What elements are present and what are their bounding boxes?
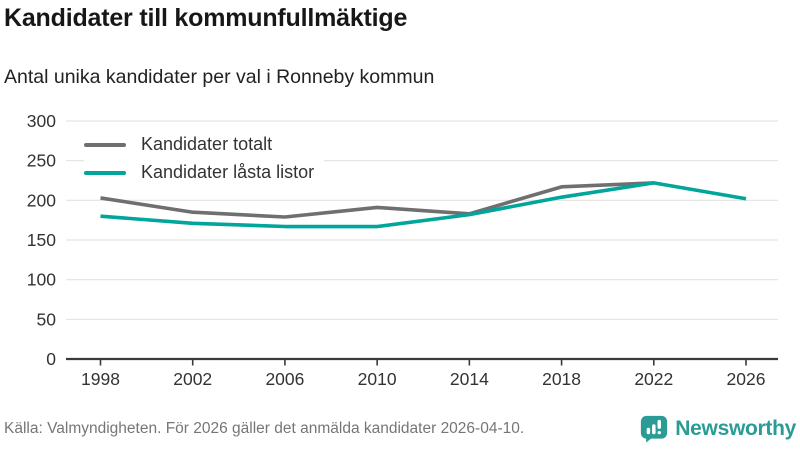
svg-text:1998: 1998 — [81, 369, 120, 389]
svg-text:2010: 2010 — [358, 369, 397, 389]
svg-text:2026: 2026 — [727, 369, 766, 389]
svg-text:2018: 2018 — [542, 369, 581, 389]
newsworthy-logo[interactable]: Newsworthy — [640, 415, 796, 443]
newsworthy-logo-icon — [641, 415, 668, 443]
svg-text:50: 50 — [37, 309, 57, 329]
legend-label: Kandidater totalt — [141, 134, 273, 154]
svg-text:2022: 2022 — [634, 369, 673, 389]
svg-text:300: 300 — [27, 111, 56, 131]
legend-label: Kandidater låsta listor — [141, 162, 315, 182]
chart-footer: Källa: Valmyndigheten. För 2026 gäller d… — [0, 414, 800, 450]
chart-legend: Kandidater totalt Kandidater låsta listo… — [84, 132, 325, 187]
source-note: Källa: Valmyndigheten. För 2026 gäller d… — [4, 420, 525, 437]
svg-text:2002: 2002 — [173, 369, 212, 389]
legend-item-totalt: Kandidater totalt — [84, 134, 314, 155]
svg-text:2014: 2014 — [450, 369, 489, 389]
legend-item-lasta-listor: Kandidater låsta listor — [84, 162, 314, 183]
svg-text:150: 150 — [27, 230, 56, 250]
chart-subtitle: Antal unika kandidater per val i Ronneby… — [4, 66, 435, 88]
svg-text:100: 100 — [27, 270, 56, 290]
legend-swatch-gray — [84, 142, 126, 147]
svg-text:200: 200 — [27, 190, 56, 210]
svg-text:0: 0 — [46, 349, 56, 369]
legend-swatch-teal — [84, 170, 126, 175]
page-title: Kandidater till kommunfullmäktige — [4, 4, 408, 32]
svg-text:2006: 2006 — [265, 369, 304, 389]
svg-text:250: 250 — [27, 151, 56, 171]
newsworthy-wordmark: Newsworthy — [675, 417, 796, 440]
